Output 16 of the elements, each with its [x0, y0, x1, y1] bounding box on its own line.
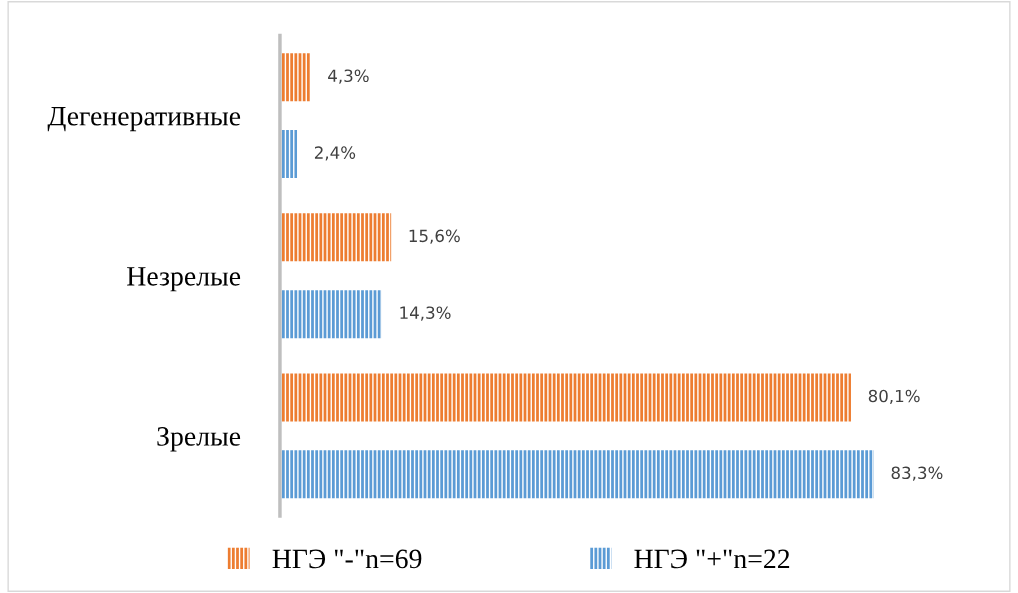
legend-label: НГЭ "-"n=69: [272, 549, 422, 569]
y-tick-label: Незрелые: [127, 267, 241, 292]
data-label: 14,3%: [400, 306, 451, 321]
bar: [279, 373, 851, 422]
bar: [279, 213, 392, 262]
data-label: 2,4%: [314, 146, 356, 161]
data-label: 83,3%: [891, 466, 943, 481]
bar: [279, 450, 874, 499]
data-label: 15,6%: [409, 229, 460, 244]
bar: [279, 290, 382, 339]
bar: [279, 53, 311, 102]
data-label: 4,3%: [328, 69, 369, 84]
y-tick-label: Зрелые: [157, 427, 241, 452]
data-label: 80,1%: [868, 389, 920, 404]
y-tick-label: Дегенеративные: [47, 107, 241, 132]
legend-label: НГЭ "+"n=22: [634, 549, 790, 569]
